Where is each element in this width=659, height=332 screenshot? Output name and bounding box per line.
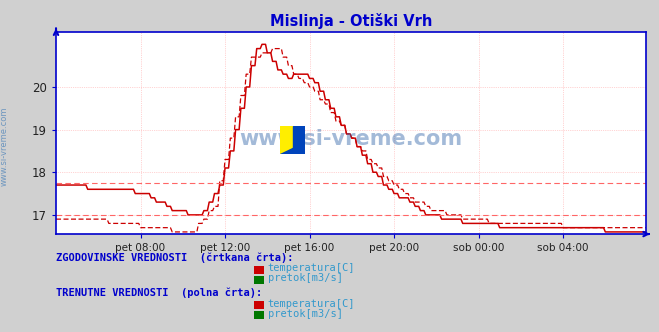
Text: ZGODOVINSKE VREDNOSTI  (črtkana črta):: ZGODOVINSKE VREDNOSTI (črtkana črta): (56, 252, 293, 263)
Text: pretok[m3/s]: pretok[m3/s] (268, 273, 343, 283)
Bar (280, 126, 293, 154)
Bar (293, 126, 305, 154)
Text: pretok[m3/s]: pretok[m3/s] (268, 309, 343, 319)
Text: temperatura[C]: temperatura[C] (268, 263, 355, 273)
Text: www.si-vreme.com: www.si-vreme.com (0, 106, 9, 186)
Text: temperatura[C]: temperatura[C] (268, 299, 355, 309)
Text: TRENUTNE VREDNOSTI  (polna črta):: TRENUTNE VREDNOSTI (polna črta): (56, 288, 262, 298)
Title: Mislinja - Otiški Vrh: Mislinja - Otiški Vrh (270, 13, 432, 29)
Text: www.si-vreme.com: www.si-vreme.com (239, 129, 463, 149)
Polygon shape (280, 142, 305, 154)
